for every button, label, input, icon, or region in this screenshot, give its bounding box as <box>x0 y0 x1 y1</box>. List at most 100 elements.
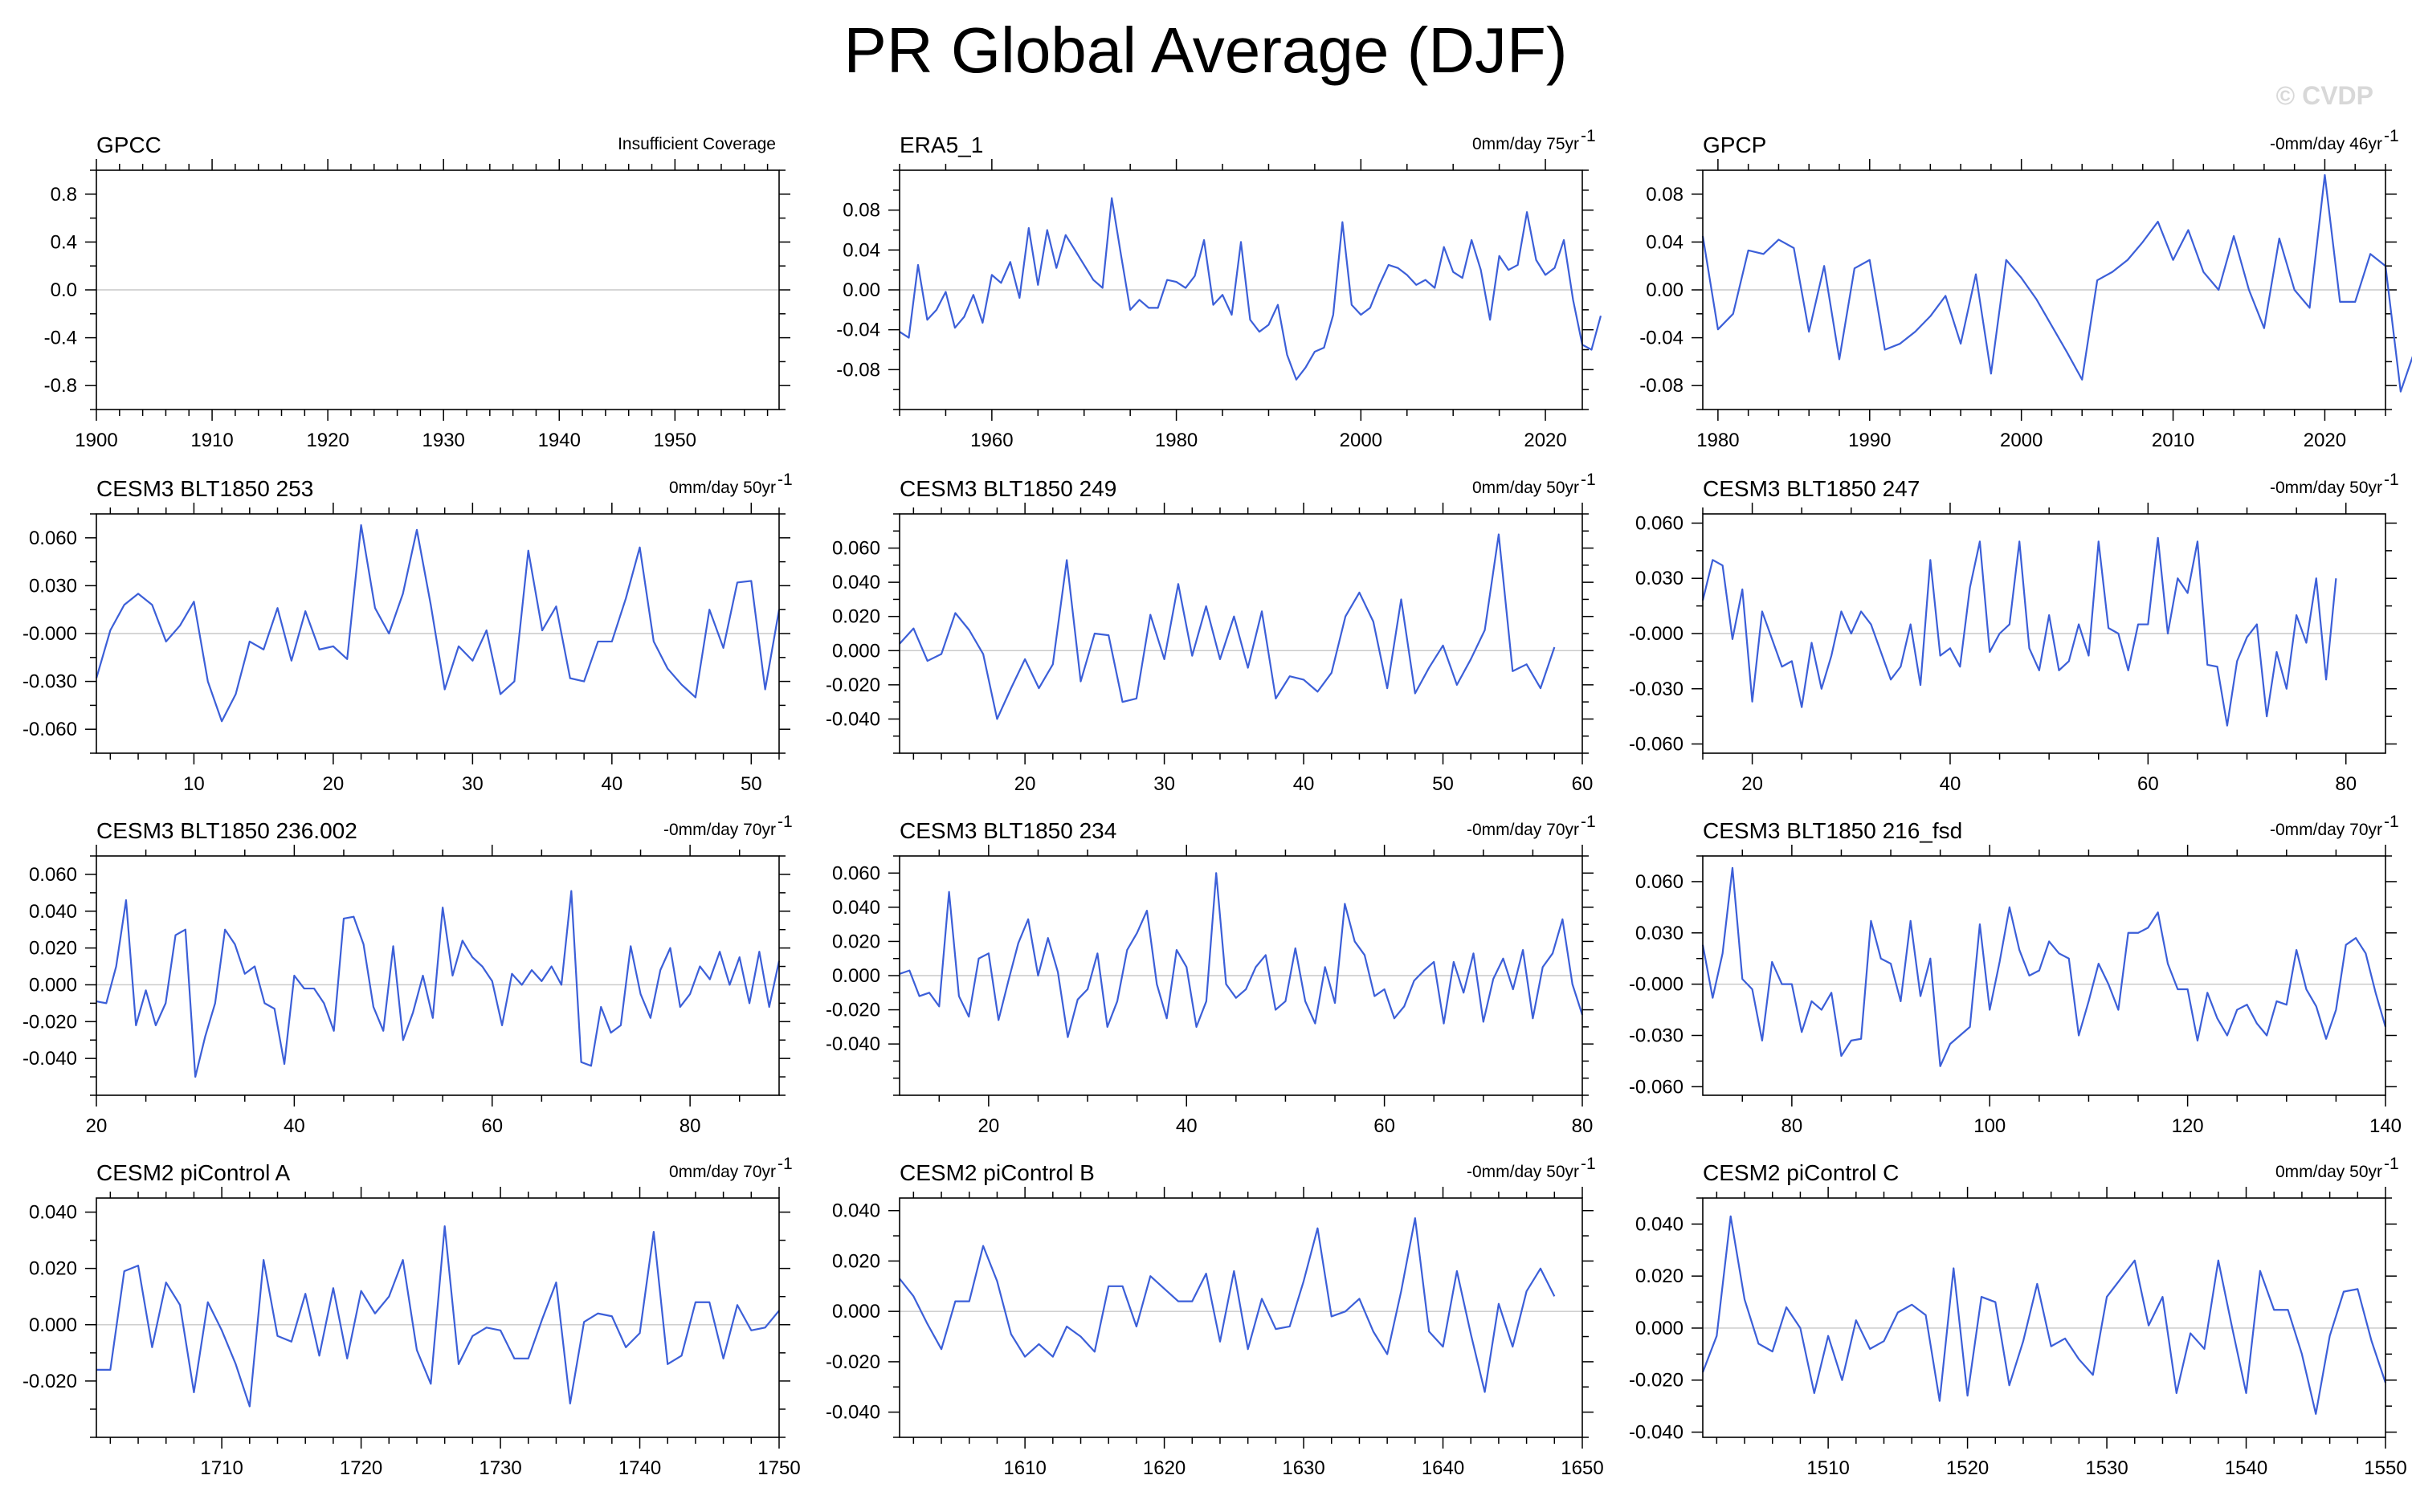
y-tick-label: 0.060 <box>1635 512 1684 534</box>
series-line <box>1701 536 2337 727</box>
trend-info-superscript: -1 <box>2384 471 2399 489</box>
y-tick-label: 0.040 <box>29 1202 77 1224</box>
plot-frame <box>1702 855 2386 1096</box>
y-tick-label: -0.08 <box>836 359 880 381</box>
series-line <box>95 524 781 723</box>
x-tick-label: 1550 <box>2364 1457 2406 1479</box>
trend-info-superscript: -1 <box>1581 471 1596 489</box>
y-tick-label: -0.08 <box>1639 375 1684 397</box>
x-tick-label: 40 <box>1176 1115 1198 1137</box>
y-tick-label: 0.020 <box>29 938 77 960</box>
y-tick-label: 0.8 <box>51 184 77 206</box>
trend-info: 0mm/day 50yr <box>2275 1163 2382 1181</box>
x-tick-label: 30 <box>462 773 484 795</box>
trend-info: -0mm/day 70yr <box>1467 821 1579 839</box>
series-line <box>899 533 1556 720</box>
series-line <box>899 1217 1556 1393</box>
series-line <box>899 197 1602 381</box>
plot-frame <box>96 1197 780 1438</box>
x-tick-label: 1720 <box>340 1457 382 1479</box>
figure-title: PR Global Average (DJF) <box>843 14 1567 86</box>
trend-info: -0mm/day 50yr <box>1467 1163 1579 1181</box>
x-tick-label: 80 <box>680 1115 701 1137</box>
y-tick-label: -0.060 <box>22 719 77 740</box>
y-tick-label: 0.040 <box>832 572 880 593</box>
series-line <box>1701 173 2412 393</box>
y-tick-label: 0.060 <box>1635 871 1684 893</box>
x-tick-label: 1900 <box>75 430 117 451</box>
y-tick-label: 0.00 <box>1646 279 1684 301</box>
plot-frame <box>96 513 780 754</box>
x-tick-label: 1740 <box>618 1457 661 1479</box>
y-tick-label: 0.08 <box>843 200 880 222</box>
panel-1: GPCC Insufficient Coverage 1900 1910 1920 193… <box>44 132 790 451</box>
y-tick-label: 0.000 <box>29 974 77 996</box>
y-tick-label: 0.040 <box>832 897 880 919</box>
x-tick-label: 40 <box>284 1115 305 1137</box>
y-tick-label: 0.060 <box>832 862 880 884</box>
y-tick-label: 0.060 <box>29 864 77 886</box>
panel-6: CESM3 BLT1850 247 -0mm/day 50yr -1 20 40 60 80… <box>1629 471 2399 795</box>
x-tick-label: 1520 <box>1946 1457 1989 1479</box>
panel-title: CESM2 piControl B <box>900 1160 1095 1185</box>
series-line <box>1701 866 2387 1067</box>
trend-info: -0mm/day 70yr <box>2270 821 2382 839</box>
x-tick-label: 2020 <box>1524 430 1566 451</box>
y-tick-label: 0.000 <box>832 965 880 987</box>
panel-title: GPCP <box>1703 132 1766 157</box>
panel-5: CESM3 BLT1850 249 0mm/day 50yr -1 20 30 40 50 6… <box>826 471 1596 795</box>
trend-info-superscript: -1 <box>777 1155 793 1173</box>
plot-frame <box>1702 513 2386 754</box>
x-tick-label: 1990 <box>1848 430 1891 451</box>
panel-title: CESM3 BLT1850 234 <box>900 818 1116 843</box>
x-tick-label: 30 <box>1153 773 1175 795</box>
x-tick-label: 1930 <box>422 430 465 451</box>
plot-frame <box>899 513 1583 754</box>
trend-info-superscript: -1 <box>777 813 793 831</box>
y-tick-label: 0.020 <box>832 606 880 628</box>
panel-title: CESM2 piControl A <box>96 1160 291 1185</box>
y-tick-label: 0.08 <box>1646 184 1684 206</box>
panel-title: ERA5_1 <box>900 132 983 157</box>
plot-frame <box>96 169 780 410</box>
y-tick-label: 0.030 <box>1635 923 1684 944</box>
panel-title: CESM3 BLT1850 216_fsd <box>1703 818 1962 843</box>
y-tick-label: -0.020 <box>826 674 880 696</box>
x-tick-label: 1610 <box>1003 1457 1046 1479</box>
x-tick-label: 1640 <box>1422 1457 1464 1479</box>
x-tick-label: 1940 <box>538 430 581 451</box>
x-tick-label: 20 <box>1741 773 1763 795</box>
y-tick-label: -0.030 <box>1629 679 1684 700</box>
y-tick-label: 0.0 <box>51 279 77 301</box>
plot-frame <box>1702 169 2386 410</box>
series-line <box>1701 1215 2387 1415</box>
cvdp-watermark: © CVDP <box>2276 81 2373 110</box>
y-tick-label: -0.040 <box>826 1402 880 1424</box>
y-tick-label: -0.4 <box>44 328 77 349</box>
x-tick-label: 1540 <box>2225 1457 2267 1479</box>
plot-frame <box>96 855 780 1096</box>
trend-info-superscript: -1 <box>2384 1155 2399 1173</box>
x-tick-label: 20 <box>323 773 345 795</box>
panel-3: GPCP -0mm/day 46yr -1 1980 1990 2000 2010 2020 0… <box>1639 127 2412 451</box>
x-tick-label: 1510 <box>1806 1457 1849 1479</box>
x-tick-label: 80 <box>1781 1115 1803 1137</box>
y-tick-label: -0.060 <box>1629 734 1684 756</box>
trend-info: -0mm/day 70yr <box>663 821 776 839</box>
x-tick-label: 80 <box>1572 1115 1594 1137</box>
y-tick-label: 0.040 <box>29 901 77 923</box>
plot-frame <box>899 855 1583 1096</box>
y-tick-label: -0.04 <box>836 320 880 341</box>
y-tick-label: -0.020 <box>1629 1370 1684 1392</box>
trend-info-superscript: -1 <box>2384 127 2399 145</box>
trend-info: -0mm/day 50yr <box>2270 479 2382 497</box>
y-tick-label: 0.00 <box>843 279 880 301</box>
x-tick-label: 1960 <box>970 430 1013 451</box>
x-tick-label: 60 <box>2137 773 2159 795</box>
x-tick-label: 40 <box>601 773 622 795</box>
y-tick-label: 0.4 <box>51 231 77 253</box>
series-line <box>96 890 781 1078</box>
x-tick-label: 40 <box>1940 773 1961 795</box>
plot-frame <box>899 1197 1583 1438</box>
trend-info-superscript: -1 <box>1581 813 1596 831</box>
